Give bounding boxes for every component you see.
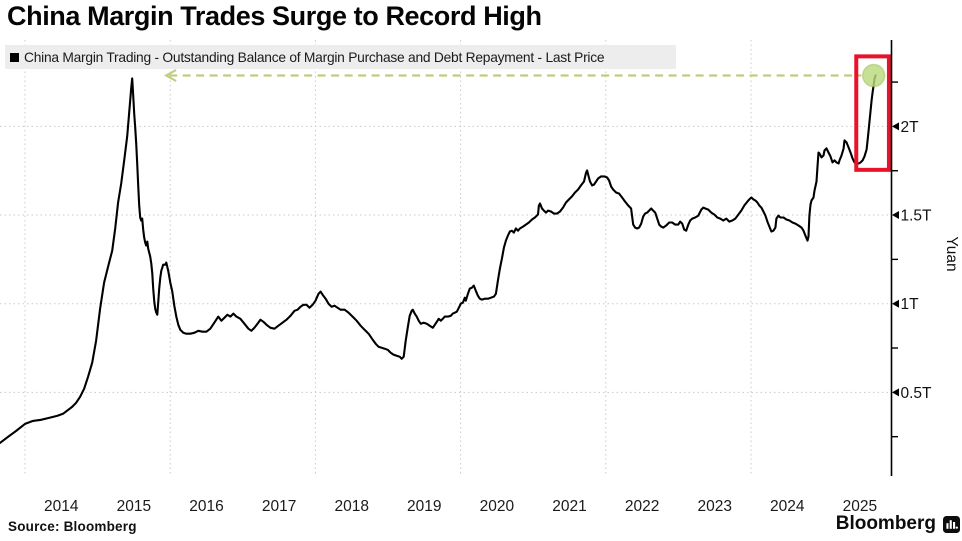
- bloomberg-logo-text: Bloomberg: [835, 513, 936, 534]
- x-axis-year-label: 2023: [697, 498, 731, 515]
- y-axis-major-tick: [892, 211, 899, 220]
- x-axis-year-label: 2019: [407, 498, 441, 515]
- x-axis-year-label: 2016: [189, 498, 223, 515]
- y-axis-unit-label: Yuan: [943, 236, 960, 271]
- x-axis-year-label: 2025: [843, 498, 877, 515]
- record-marker-circle: [861, 63, 886, 88]
- x-axis-year-label: 2018: [334, 498, 368, 515]
- x-axis-year-label: 2017: [262, 498, 296, 515]
- source-credit: Source: Bloomberg: [8, 519, 137, 534]
- y-axis-tick-label: 0.5T: [901, 385, 933, 402]
- bloomberg-logo-icon: [943, 515, 960, 533]
- series-line: [0, 74, 877, 444]
- y-axis-major-tick: [892, 122, 899, 131]
- x-axis-year-label: 2014: [44, 498, 79, 515]
- x-axis-year-label: 2024: [770, 498, 805, 515]
- y-axis-major-tick: [892, 388, 899, 397]
- bloomberg-logo: Bloomberg: [836, 513, 960, 535]
- highlight-box: [854, 54, 891, 172]
- legend-swatch: [10, 52, 19, 62]
- y-axis-tick-label: 1.5T: [901, 208, 933, 225]
- x-axis-year-label: 2021: [552, 498, 586, 515]
- y-axis-major-tick: [892, 299, 899, 308]
- legend-label: China Margin Trading - Outstanding Balan…: [24, 49, 605, 65]
- y-axis-tick-label: 2T: [901, 119, 920, 136]
- legend: China Margin Trading - Outstanding Balan…: [5, 45, 676, 69]
- page-title: China Margin Trades Surge to Record High: [7, 1, 542, 31]
- x-axis-year-label: 2015: [117, 498, 151, 515]
- y-axis-tick-label: 1T: [901, 296, 920, 313]
- x-axis-year-label: 2022: [625, 498, 659, 515]
- record-arrowhead-icon: [164, 69, 177, 82]
- x-axis-year-label: 2020: [480, 498, 515, 515]
